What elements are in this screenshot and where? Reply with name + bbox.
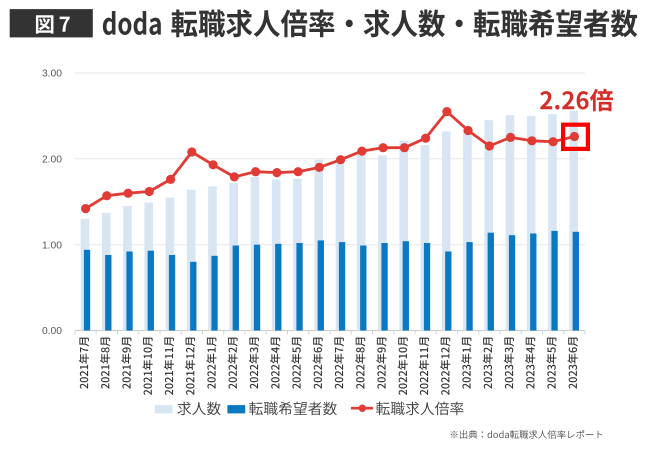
svg-text:0.00: 0.00 <box>42 326 62 337</box>
svg-text:1.00: 1.00 <box>42 240 62 251</box>
svg-text:3.00: 3.00 <box>42 69 62 80</box>
svg-text:2.00: 2.00 <box>42 155 62 166</box>
